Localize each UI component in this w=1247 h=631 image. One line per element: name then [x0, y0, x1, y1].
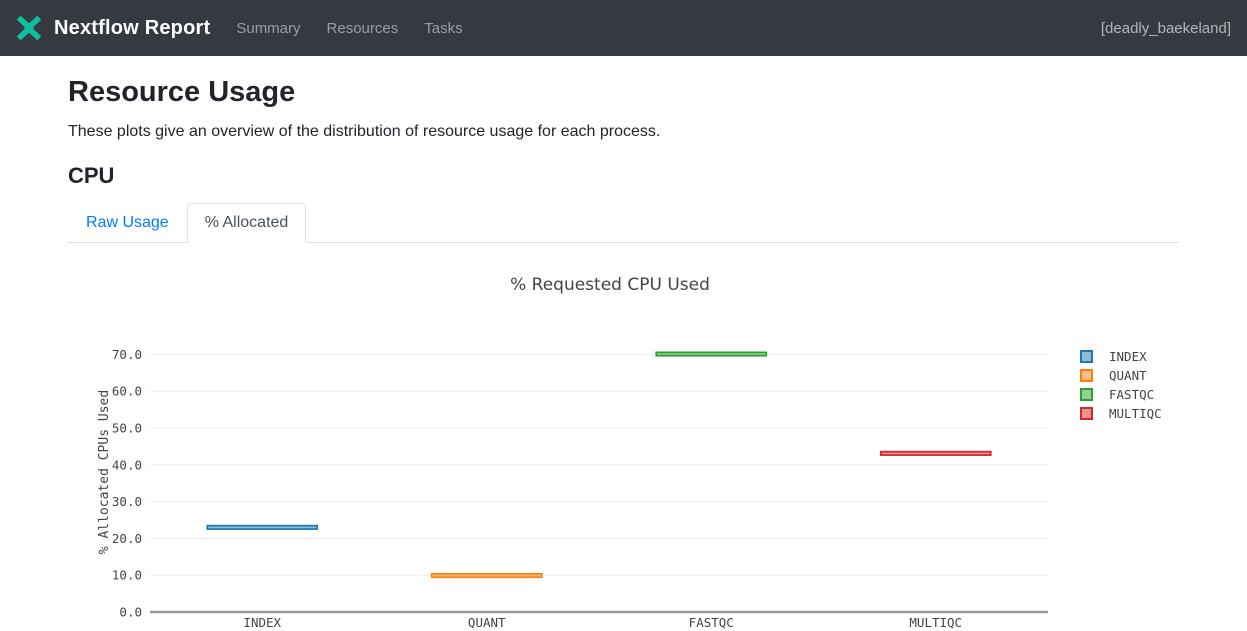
- section-title-cpu: CPU: [68, 163, 115, 188]
- run-name: [deadly_baekeland]: [1100, 19, 1231, 37]
- legend-swatch-icon: [1080, 350, 1093, 363]
- page-title: Resource Usage: [68, 76, 296, 108]
- nextflow-logo-icon: [14, 14, 44, 42]
- y-tick-label: 10.0: [112, 568, 142, 583]
- legend-label: MULTIQC: [1109, 406, 1162, 421]
- legend-label: QUANT: [1109, 368, 1147, 383]
- y-tick-label: 50.0: [112, 421, 142, 436]
- nav-item-tasks[interactable]: Tasks: [424, 19, 463, 37]
- y-tick-label: 20.0: [112, 531, 142, 546]
- chart-title: % Requested CPU Used: [510, 275, 710, 295]
- y-tick-label: 30.0: [112, 494, 142, 509]
- x-tick-label: MULTIQC: [909, 615, 962, 630]
- y-tick-label: 40.0: [112, 457, 142, 472]
- x-tick-label: FASTQC: [689, 615, 734, 630]
- brand-link[interactable]: Nextflow Report: [14, 14, 210, 42]
- nav-item-resources[interactable]: Resources: [326, 19, 399, 37]
- chart-legend: INDEX QUANT FASTQC MULTIQC: [1080, 347, 1162, 423]
- box-trace-index: [206, 524, 319, 530]
- legend-swatch-icon: [1080, 388, 1093, 401]
- tab-raw-usage[interactable]: Raw Usage: [86, 214, 169, 231]
- y-axis-title: % Allocated CPUs Used: [97, 390, 112, 554]
- y-tick-label: 0.0: [119, 605, 142, 620]
- main-content: Resource Usage These plots give an overv…: [0, 56, 1247, 631]
- nav-item-summary[interactable]: Summary: [236, 19, 301, 37]
- page-description: These plots give an overview of the dist…: [68, 123, 661, 140]
- box-trace-fastqc: [655, 351, 768, 357]
- legend-swatch-icon: [1080, 407, 1093, 420]
- legend-item-fastqc[interactable]: FASTQC: [1080, 385, 1162, 404]
- x-tick-label: QUANT: [468, 615, 506, 630]
- cpu-allocated-chart: % Requested CPU Used 0.0 10.0 20.0 30.0 40.0 5…: [0, 243, 1247, 631]
- legend-item-quant[interactable]: QUANT: [1080, 366, 1162, 385]
- navbar: Nextflow Report Summary Resources Tasks …: [0, 0, 1247, 56]
- y-tick-label: 70.0: [112, 347, 142, 362]
- cpu-tab-bar: Raw Usage % Allocated: [68, 203, 1179, 243]
- legend-item-index[interactable]: INDEX: [1080, 347, 1162, 366]
- box-trace-multiqc: [879, 450, 992, 456]
- x-tick-label: INDEX: [243, 615, 281, 630]
- legend-swatch-icon: [1080, 369, 1093, 382]
- legend-label: FASTQC: [1109, 387, 1155, 402]
- legend-label: INDEX: [1109, 349, 1147, 364]
- chart-canvas: % Requested CPU Used 0.0 10.0 20.0 30.0 40.0 5…: [97, 275, 1048, 630]
- box-trace-quant: [430, 573, 543, 579]
- brand-title: Nextflow Report: [54, 16, 211, 39]
- tab-percent-allocated[interactable]: % Allocated: [186, 203, 307, 243]
- y-tick-label: 60.0: [112, 384, 142, 399]
- legend-item-multiqc[interactable]: MULTIQC: [1080, 404, 1162, 423]
- main-nav: Summary Resources Tasks: [236, 20, 462, 37]
